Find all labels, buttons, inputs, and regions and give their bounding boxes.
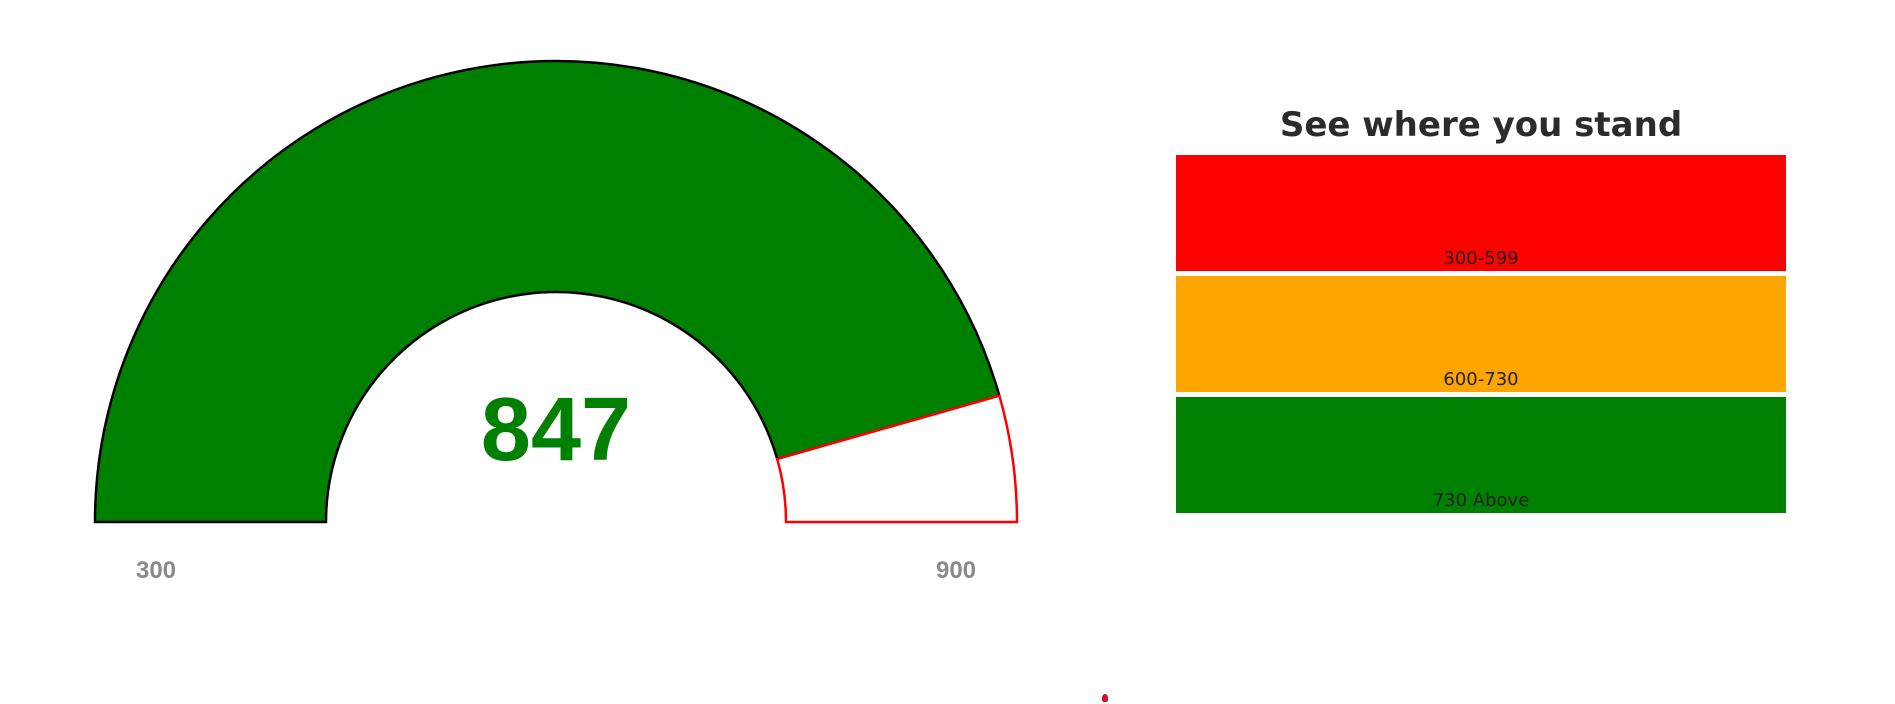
- gauge-value: 847: [481, 380, 631, 480]
- legend-title: See where you stand: [1279, 105, 1683, 145]
- score-legend: See where you stand 300-599 600-730 730 …: [1176, 100, 1786, 518]
- score-gauge: 847 300 900: [93, 59, 1019, 584]
- legend-band-mid-label: 600-730: [1443, 369, 1519, 390]
- legend-band-high-label: 730 Above: [1432, 490, 1530, 511]
- legend-band-low-label: 300-599: [1443, 248, 1519, 269]
- legend-band-low: 300-599: [1176, 155, 1786, 271]
- gauge-filled-arc: [93, 59, 1001, 524]
- gauge-max-label: 900: [936, 557, 976, 584]
- legend-band-high: 730 Above: [1176, 397, 1786, 513]
- gauge-remaining-arc: [775, 394, 1019, 524]
- red-mark: [1102, 694, 1108, 702]
- gauge-min-label: 300: [136, 557, 176, 584]
- legend-band-mid: 600-730: [1176, 276, 1786, 392]
